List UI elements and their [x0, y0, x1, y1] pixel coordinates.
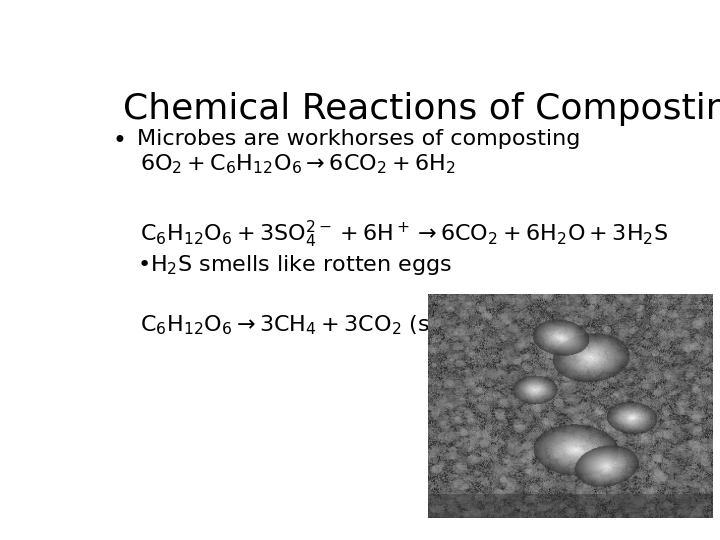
Text: $H_2S$ smells like rotten eggs: $H_2S$ smells like rotten eggs	[150, 253, 452, 276]
Text: $C_6H_{12}O_6 \rightarrow 3CH_4 + 3CO_2$ (simplified): $C_6H_{12}O_6 \rightarrow 3CH_4 + 3CO_2$…	[140, 313, 534, 337]
Text: $6O_2 + C_6H_{12}O_6 \rightarrow 6CO_2 + 6H_2$: $6O_2 + C_6H_{12}O_6 \rightarrow 6CO_2 +…	[140, 153, 456, 177]
Text: •: •	[112, 129, 126, 153]
Text: •: •	[138, 255, 150, 275]
Text: $C_6H_{12}O_6 + 3SO_4^{2-} + 6H^+ \rightarrow 6CO_2 + 6H_2O + 3H_2S$: $C_6H_{12}O_6 + 3SO_4^{2-} + 6H^+ \right…	[140, 219, 669, 251]
Text: Microbes are workhorses of composting: Microbes are workhorses of composting	[138, 129, 581, 149]
Text: Chemical Reactions of Composting: Chemical Reactions of Composting	[124, 92, 720, 126]
